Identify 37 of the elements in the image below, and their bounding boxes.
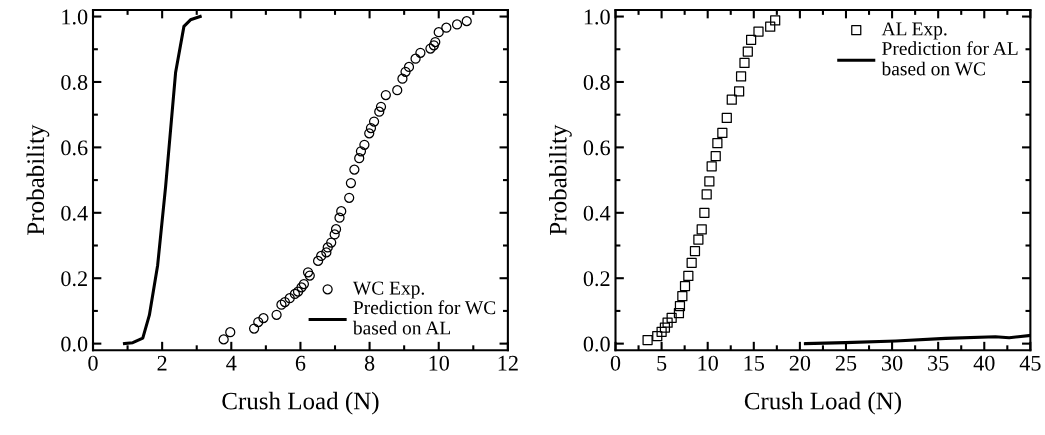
x-tick-label: 15 (744, 355, 765, 371)
x-tick-label: 12 (498, 355, 518, 371)
x-tick-label: 40 (973, 355, 995, 371)
x-tick-label: 8 (364, 355, 375, 371)
y-axis-title: Probability (549, 124, 572, 235)
x-tick-label: 25 (835, 355, 857, 371)
y-tick-label: 0.2 (61, 271, 87, 287)
y-tick-label: 1.0 (62, 9, 88, 25)
y-tick-label: 1.0 (584, 9, 610, 25)
x-tick-label: 35 (928, 355, 949, 371)
x-tick-label: 30 (882, 355, 903, 371)
y-tick-label: 0.4 (583, 205, 611, 221)
x-tick-label: 4 (226, 355, 237, 371)
y-tick-label: 0.4 (61, 205, 88, 221)
y-tick-label: 0.2 (583, 271, 610, 287)
y-tick-label: 0.6 (61, 140, 88, 156)
y-axis-title: Probability (26, 124, 50, 235)
legend-label: Prediction for AL based on WC (881, 41, 1018, 76)
y-tick-label: 0.8 (583, 74, 610, 90)
legend-label: Prediction for WC based on AL (352, 300, 496, 335)
x-tick-label: 10 (429, 355, 449, 371)
x-tick-label: 0 (610, 355, 621, 371)
x-tick-label: 45 (1019, 355, 1041, 371)
x-axis-title: Crush Load (N) (222, 391, 379, 415)
y-tick-label: 0.8 (61, 74, 88, 90)
y-tick-label: 0.6 (583, 140, 610, 156)
x-tick-label: 0 (88, 355, 98, 371)
x-tick-label: 6 (295, 355, 306, 371)
y-tick-label: 0.0 (583, 336, 610, 352)
x-tick-label: 10 (698, 355, 718, 371)
legend-label: AL Exp. (881, 22, 947, 40)
x-tick-label: 20 (789, 355, 811, 371)
y-tick-label: 0.0 (61, 336, 88, 352)
x-tick-label: 5 (657, 355, 667, 371)
x-tick-label: 2 (157, 355, 167, 371)
x-axis-title: Crush Load (N) (744, 391, 901, 415)
legend-label: WC Exp. (352, 281, 424, 299)
